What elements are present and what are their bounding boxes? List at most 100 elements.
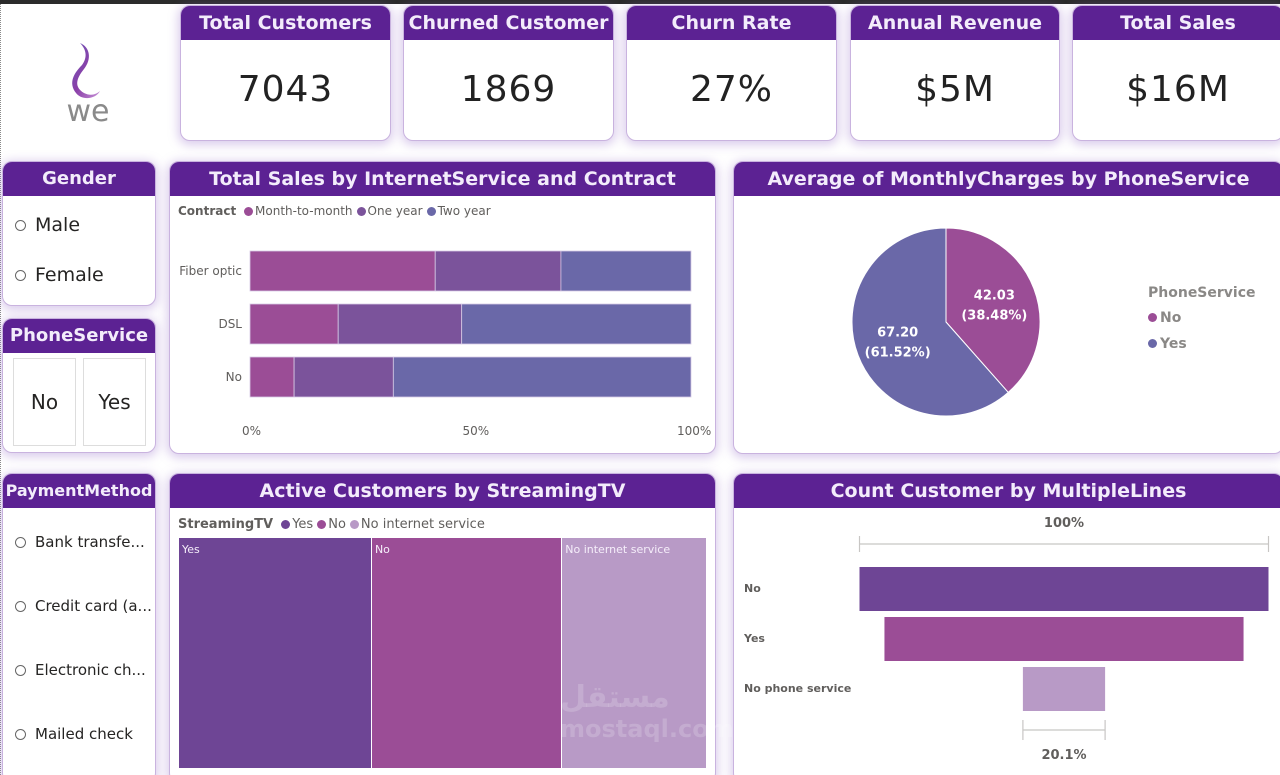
treemap-tile-label: No — [374, 543, 390, 556]
phoneservice-tile-no[interactable]: No — [13, 358, 76, 446]
logo-text: we — [67, 94, 110, 129]
bar-segment[interactable] — [560, 250, 692, 292]
kpi-value: $5M — [915, 69, 995, 110]
phoneservice-tile-yes[interactable]: Yes — [83, 358, 146, 446]
we-logo-icon: we — [67, 43, 110, 129]
kpi-title: Annual Revenue — [851, 6, 1059, 40]
gender-slicer: Gender Male Female — [2, 161, 156, 306]
option-label: Mailed check — [35, 725, 133, 743]
treemap-tile-label: Yes — [182, 543, 200, 556]
bar-segment[interactable] — [461, 303, 692, 345]
pie-legend-title: PhoneService — [1148, 285, 1256, 301]
count-by-multiplelines-chart: Count Customer by MultipleLines 100% No Ye… — [733, 473, 1280, 775]
radio-icon[interactable] — [15, 728, 26, 740]
treemap-area: Yes No No internet service — [179, 538, 707, 768]
legend-label: No — [1160, 310, 1182, 326]
funnel-bar[interactable] — [859, 567, 1269, 611]
window-top-bar — [0, 0, 1280, 4]
slicer-title: PhoneService — [3, 319, 155, 353]
kpi-title: Churned Customer — [404, 6, 613, 40]
pie-slice[interactable] — [945, 227, 1041, 394]
x-tick-label: 50% — [462, 424, 490, 438]
treemap-tile[interactable]: Yes — [179, 538, 371, 768]
kpi-value: $16M — [1126, 69, 1230, 110]
payment-option[interactable]: Credit card (a... — [3, 574, 155, 638]
legend-label: Two year — [437, 204, 491, 218]
funnel-bar[interactable] — [884, 617, 1244, 661]
legend-item[interactable]: Month-to-month — [240, 204, 353, 218]
legend-item[interactable]: No — [313, 517, 346, 532]
gender-option-male[interactable]: Male — [3, 200, 155, 250]
option-label: Credit card (a... — [35, 597, 152, 615]
payment-option[interactable]: Mailed check — [3, 702, 155, 766]
legend-item[interactable]: One year — [353, 204, 423, 218]
we-logo: we — [38, 35, 138, 130]
gender-option-female[interactable]: Female — [3, 250, 155, 300]
slicer-title: PaymentMethod — [3, 474, 155, 508]
legend-dot-icon — [1148, 339, 1157, 348]
legend-dot-icon — [317, 520, 327, 529]
legend-item[interactable]: No — [1148, 310, 1187, 336]
kpi-title: Total Customers — [181, 6, 390, 40]
chart-title: Active Customers by StreamingTV — [170, 474, 715, 508]
kpi-value: 27% — [689, 69, 773, 110]
legend-dot-icon — [281, 520, 291, 529]
kpi-total-sales: Total Sales $16M — [1072, 5, 1280, 141]
bar-segment[interactable] — [337, 303, 463, 345]
category-label: No — [225, 370, 242, 384]
chart-legend: StreamingTV Yes No No internet service — [178, 517, 485, 532]
legend-label: Yes — [292, 517, 314, 532]
funnel-plot-area: 100% No Yes No phone service 20.1% — [743, 516, 1270, 763]
option-label: Bank transfe... — [35, 533, 145, 551]
x-tick-label: 100% — [677, 424, 712, 438]
bar-segment[interactable] — [249, 303, 339, 345]
funnel-bottom-label: 20.1% — [1041, 748, 1086, 763]
legend-item[interactable]: Yes — [277, 517, 313, 532]
kpi-churn-rate: Churn Rate 27% — [626, 5, 837, 141]
kpi-annual-revenue: Annual Revenue $5M — [850, 5, 1060, 141]
bar-segment[interactable] — [249, 356, 295, 398]
radio-icon[interactable] — [15, 219, 26, 231]
category-label: Fiber optic — [179, 264, 242, 278]
pie-data-label: 67.20 — [877, 325, 918, 340]
active-by-streamingtv-chart: Active Customers by StreamingTV Streamin… — [169, 473, 716, 775]
bar-segment[interactable] — [434, 250, 562, 292]
radio-icon[interactable] — [15, 600, 26, 612]
sales-by-internet-contract-chart: Total Sales by InternetService and Contr… — [169, 161, 716, 454]
bar-segment[interactable] — [249, 250, 436, 292]
radio-icon[interactable] — [15, 664, 26, 676]
treemap-tile-label: No internet service — [565, 543, 671, 556]
legend-dot-icon — [349, 520, 359, 529]
pie-percent-label: (38.48%) — [961, 309, 1027, 324]
chart-title: Total Sales by InternetService and Contr… — [170, 162, 715, 196]
legend-item[interactable]: Two year — [423, 204, 491, 218]
bar-segment[interactable] — [392, 356, 692, 398]
legend-label: Yes — [1160, 336, 1187, 352]
bar-plot-area — [249, 250, 692, 398]
chart-legend: Contract Month-to-month One year Two year — [178, 204, 491, 218]
pie-percent-label: (61.52%) — [865, 345, 931, 360]
payment-option[interactable]: Bank transfe... — [3, 510, 155, 574]
treemap-tile[interactable]: No internet service — [562, 538, 706, 768]
option-label: Female — [35, 264, 104, 286]
funnel-bar[interactable] — [1022, 667, 1106, 711]
kpi-title: Churn Rate — [627, 6, 836, 40]
bar-segment[interactable] — [293, 356, 394, 398]
radio-icon[interactable] — [15, 269, 26, 281]
legend-label: Month-to-month — [255, 204, 353, 218]
pie-slice[interactable] — [851, 227, 1009, 417]
funnel-category-label: No phone service — [744, 682, 851, 695]
radio-icon[interactable] — [15, 536, 26, 548]
phoneservice-slicer: PhoneService No Yes — [2, 318, 156, 453]
legend-title: StreamingTV — [178, 517, 274, 532]
chart-title: Count Customer by MultipleLines — [734, 474, 1280, 508]
treemap-tile[interactable]: No — [371, 538, 562, 768]
legend-item[interactable]: Yes — [1148, 336, 1187, 362]
kpi-value: 7043 — [237, 69, 334, 110]
slicer-title: Gender — [3, 162, 155, 196]
funnel-category-label: No — [744, 582, 761, 595]
payment-option[interactable]: Electronic ch... — [3, 638, 155, 702]
legend-dot-icon — [426, 207, 436, 216]
legend-dot-icon — [1148, 313, 1157, 322]
legend-item[interactable]: No internet service — [346, 517, 485, 532]
